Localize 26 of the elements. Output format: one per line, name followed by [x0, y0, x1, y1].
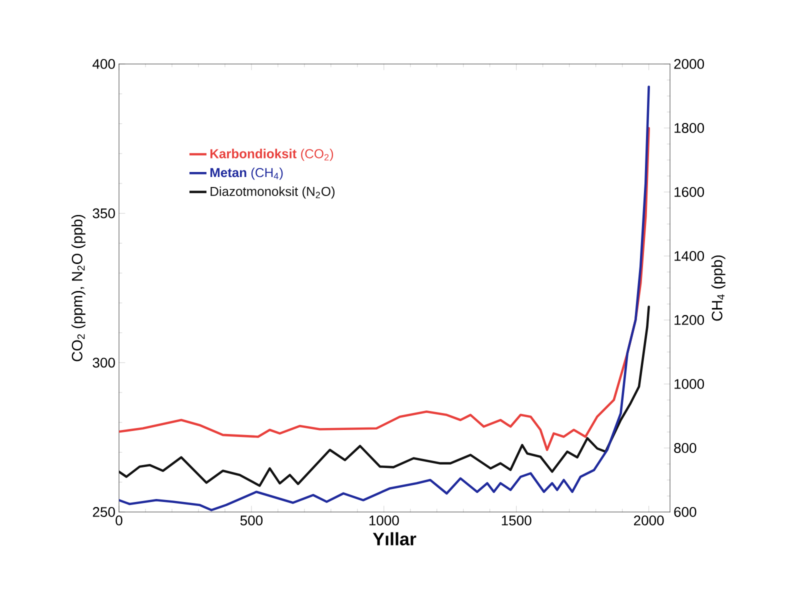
y2-tick-label: 1800 [674, 123, 704, 133]
y2-tick-label: 600 [674, 507, 696, 517]
y2-tick-label: 1600 [674, 187, 704, 197]
legend-label: Metan (CH$_{4}$) [210, 168, 283, 180]
y2-tick-label: 1400 [674, 251, 704, 261]
legend-label: Diazotmonoksit (N$_{2}$O) [210, 186, 335, 199]
x-tick-label: 500 [240, 516, 263, 526]
y-tick-label: 300 [92, 358, 115, 368]
y-axis-title: CO$_{2}$ (ppm), N$_{2}$O (ppb) [71, 214, 86, 362]
y2-tick-label: 1000 [674, 379, 704, 389]
y2-tick-label: 1200 [674, 315, 704, 325]
line-series [119, 86, 650, 512]
legend-label: Karbondioksit (CO$_{2}$) [210, 148, 334, 161]
line-series [119, 306, 650, 487]
x-tick-label: 1000 [369, 516, 399, 526]
x-tick-label: 2000 [634, 516, 664, 526]
y-tick-label: 250 [92, 507, 115, 517]
y-tick-label: 400 [92, 59, 115, 69]
x-axis-title: Yıllar [372, 532, 416, 546]
x-tick-label: 1500 [502, 516, 532, 526]
y2-axis-title: CH$_{4}$ (ppb) [711, 255, 726, 321]
y2-tick-label: 800 [674, 443, 696, 453]
line-series [119, 127, 650, 452]
x-tick-label: 0 [116, 516, 122, 526]
y-tick-label: 350 [92, 208, 115, 218]
y2-tick-label: 2000 [674, 59, 704, 69]
